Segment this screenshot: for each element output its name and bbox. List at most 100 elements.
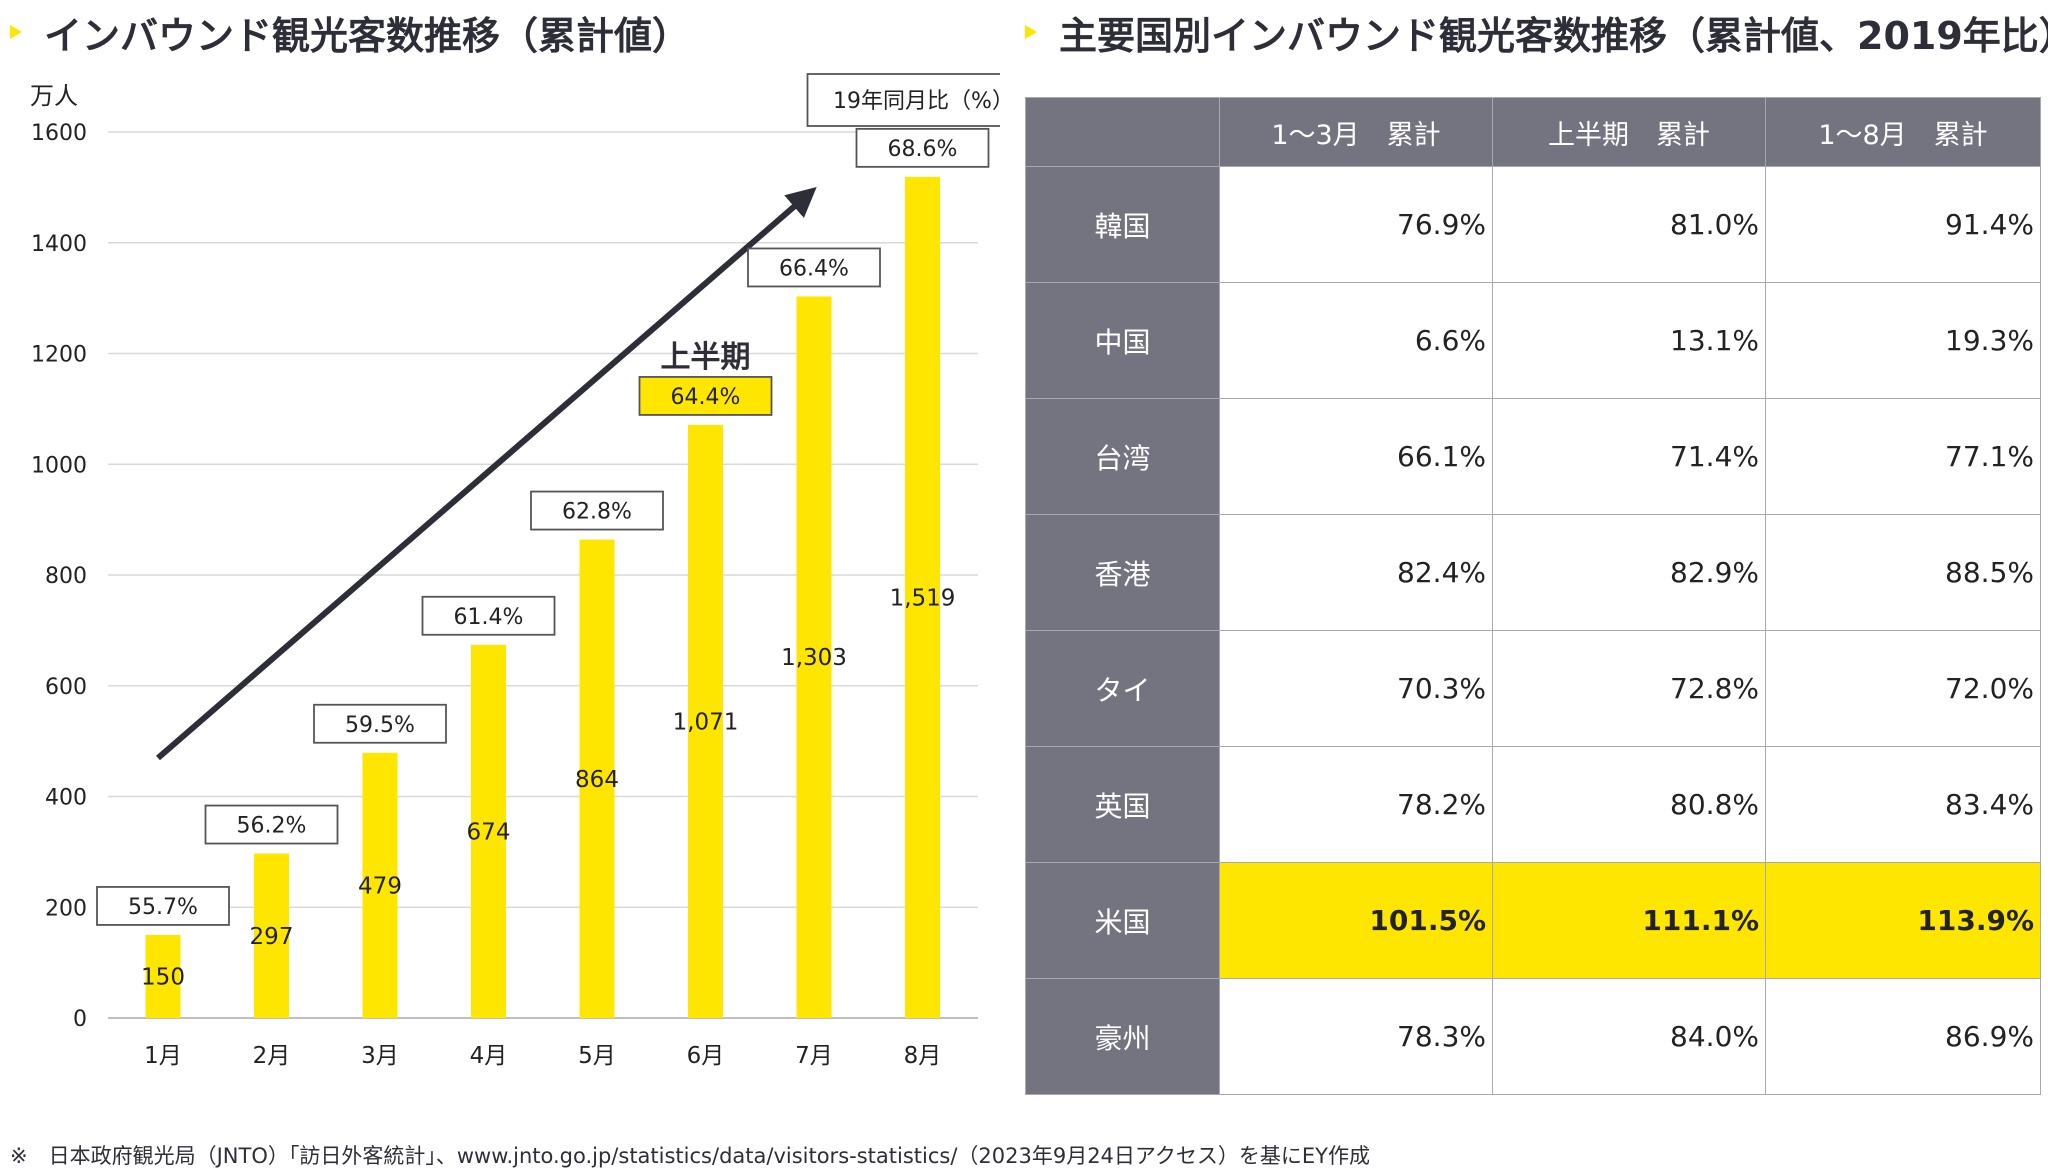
pct-header-box bbox=[806, 73, 1000, 127]
bar bbox=[254, 853, 289, 1018]
pct-box bbox=[530, 490, 664, 531]
bar-value-label: 1,071 bbox=[673, 709, 739, 735]
ratio-cell: 78.2% bbox=[1219, 746, 1493, 863]
y-axis-unit: 万人 bbox=[30, 82, 78, 110]
chart-axis: 万人 0 200 400 600 800 1000 1200 1400 1600 bbox=[30, 82, 978, 1032]
pct-label: 59.5% bbox=[345, 713, 415, 738]
country-cell: 米国 bbox=[1025, 862, 1220, 979]
triangle-marker-icon bbox=[1025, 25, 1037, 39]
pct-box bbox=[421, 595, 556, 636]
bar bbox=[796, 296, 832, 1018]
table-header-row: 1〜3月 累計 上半期 累計 1〜8月 累計 bbox=[1025, 97, 2041, 167]
table-row: 香港 82.4% 82.9% 88.5% bbox=[1025, 514, 2041, 631]
y-tick-label: 1600 bbox=[31, 121, 87, 146]
pct-label: 56.2% bbox=[237, 814, 307, 839]
bar-value-label: 479 bbox=[358, 873, 402, 899]
ratio-cell: 86.9% bbox=[1765, 978, 2041, 1095]
trend-arrow bbox=[156, 186, 817, 761]
chart-labels: 150 297 479 674 864 1,071 1,303 1,519 1月 2月 3月 4月 5月… bbox=[96, 73, 1000, 1069]
ratio-cell: 76.9% bbox=[1219, 166, 1493, 283]
pct-box bbox=[204, 804, 339, 845]
ratio-cell: 82.9% bbox=[1492, 514, 1766, 631]
table-row: タイ 70.3% 72.8% 72.0% bbox=[1025, 630, 2041, 747]
ratio-cell: 80.8% bbox=[1492, 746, 1766, 863]
y-tick-label: 400 bbox=[45, 786, 87, 811]
pct-label: 62.8% bbox=[562, 500, 632, 525]
country-cell: 中国 bbox=[1025, 282, 1220, 399]
ratio-cell: 83.4% bbox=[1765, 746, 2041, 863]
bar bbox=[688, 424, 723, 1019]
ratio-cell: 19.3% bbox=[1765, 282, 2041, 399]
x-tick-label: 7月 bbox=[795, 1043, 833, 1069]
x-tick-label: 2月 bbox=[253, 1043, 291, 1069]
y-tick-label: 1400 bbox=[31, 232, 87, 257]
ratio-cell: 88.5% bbox=[1765, 514, 2041, 631]
ratio-cell: 77.1% bbox=[1765, 398, 2041, 515]
ratio-cell: 72.8% bbox=[1492, 630, 1766, 747]
country-cell: 台湾 bbox=[1025, 398, 1220, 515]
ratio-cell: 81.0% bbox=[1492, 166, 1766, 283]
left-section-title: インバウンド観光客数推移（累計値） bbox=[10, 4, 690, 60]
bar-value-label: 1,519 bbox=[890, 585, 956, 611]
ratio-cell: 6.6% bbox=[1219, 282, 1493, 399]
ratio-cell: 13.1% bbox=[1492, 282, 1766, 399]
bar bbox=[471, 644, 506, 1018]
table-row: 台湾 66.1% 71.4% 77.1% bbox=[1025, 398, 2041, 515]
country-cell: 英国 bbox=[1025, 746, 1220, 863]
pct-box bbox=[855, 127, 990, 168]
country-cell: タイ bbox=[1025, 630, 1220, 747]
country-cell: 豪州 bbox=[1025, 978, 1220, 1095]
y-tick-label: 1000 bbox=[31, 453, 87, 478]
pct-label: 68.6% bbox=[888, 137, 958, 162]
pct-label: 64.4% bbox=[671, 385, 741, 410]
pct-header-label: 19年同月比（%） bbox=[833, 89, 1000, 114]
y-tick-label: 0 bbox=[73, 1007, 87, 1032]
bar-value-label: 297 bbox=[250, 924, 294, 950]
pct-box bbox=[747, 247, 881, 288]
chart-grid bbox=[108, 131, 978, 1019]
pct-box bbox=[96, 886, 230, 926]
table-row: 英国 78.2% 80.8% 83.4% bbox=[1025, 746, 2041, 863]
country-ratio-table: 1〜3月 累計 上半期 累計 1〜8月 累計 韓国 76.9% 81.0% 91.4%… bbox=[1025, 97, 2041, 1095]
bar bbox=[145, 934, 181, 1018]
bar-value-label: 864 bbox=[575, 767, 619, 793]
y-tick-label: 800 bbox=[45, 564, 87, 589]
table-row: 米国 101.5% 111.1% 113.9% bbox=[1025, 862, 2041, 979]
pct-label: 55.7% bbox=[128, 895, 198, 920]
bar-value-label: 1,303 bbox=[781, 645, 847, 671]
ratio-cell: 72.0% bbox=[1765, 630, 2041, 747]
pct-box bbox=[313, 703, 447, 744]
table-corner-cell bbox=[1025, 97, 1220, 167]
table-header-jan-aug: 1〜8月 累計 bbox=[1765, 97, 2041, 167]
y-tick-label: 600 bbox=[45, 675, 87, 700]
ratio-cell: 82.4% bbox=[1219, 514, 1493, 631]
ratio-cell: 70.3% bbox=[1219, 630, 1493, 747]
x-tick-label: 6月 bbox=[687, 1043, 725, 1069]
pct-box bbox=[638, 376, 773, 416]
ratio-cell: 78.3% bbox=[1219, 978, 1493, 1095]
left-title-text: インバウンド観光客数推移（累計値） bbox=[44, 13, 691, 58]
table-row: 豪州 78.3% 84.0% 86.9% bbox=[1025, 978, 2041, 1095]
triangle-marker-icon bbox=[10, 25, 22, 39]
ratio-cell: 101.5% bbox=[1219, 862, 1493, 979]
source-footnote: ※ 日本政府観光局（JNTO）「訪日外客統計」、www.jnto.go.jp/s… bbox=[10, 1144, 1370, 1168]
country-cell: 韓国 bbox=[1025, 166, 1220, 283]
pct-label: 66.4% bbox=[779, 256, 849, 281]
ratio-cell: 91.4% bbox=[1765, 166, 2041, 283]
half-year-annotation: 上半期 bbox=[661, 340, 751, 375]
country-cell: 香港 bbox=[1025, 514, 1220, 631]
x-tick-label: 5月 bbox=[578, 1043, 616, 1069]
table-header-q1: 1〜3月 累計 bbox=[1219, 97, 1493, 167]
ratio-cell: 66.1% bbox=[1219, 398, 1493, 515]
trend-arrow-line bbox=[156, 186, 817, 761]
x-tick-label: 1月 bbox=[144, 1043, 182, 1069]
table-row: 中国 6.6% 13.1% 19.3% bbox=[1025, 282, 2041, 399]
bar-chart: 万人 0 200 400 600 800 1000 1200 1400 1600 150 297 47… bbox=[30, 73, 1000, 1069]
pct-label: 61.4% bbox=[454, 605, 524, 630]
chart-bars bbox=[145, 176, 940, 1019]
ratio-cell: 111.1% bbox=[1492, 862, 1766, 979]
ratio-cell: 113.9% bbox=[1765, 862, 2041, 979]
bar bbox=[579, 539, 615, 1018]
ratio-cell: 84.0% bbox=[1492, 978, 1766, 1095]
table-row: 韓国 76.9% 81.0% 91.4% bbox=[1025, 166, 2041, 283]
